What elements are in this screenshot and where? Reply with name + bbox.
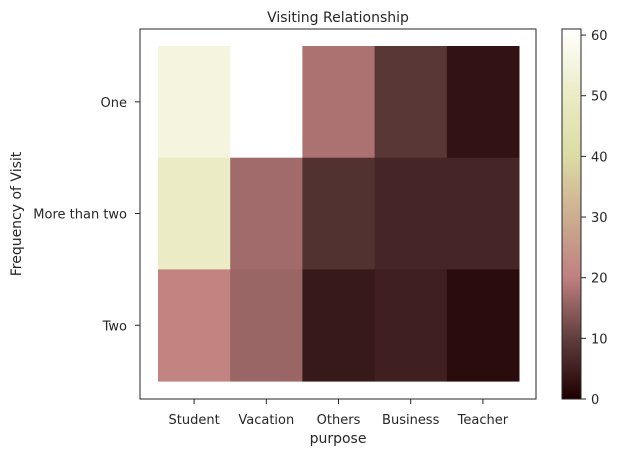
chart-title: Visiting Relationship xyxy=(267,10,409,26)
colorbar-ticks: 0 10 20 30 40 50 60 xyxy=(581,29,608,408)
heatmap-cell xyxy=(302,46,376,159)
heatmap-cell xyxy=(446,269,520,382)
heatmap-cell xyxy=(446,157,520,270)
heatmap-cell xyxy=(374,157,448,270)
heatmap-cell xyxy=(374,46,448,159)
colorbar-tick-label: 50 xyxy=(591,90,608,105)
y-axis-label: Frequency of Visit xyxy=(9,151,25,276)
x-tick-label: Teacher xyxy=(457,413,509,428)
y-tick-label: More than two xyxy=(33,208,127,223)
x-tick-label: Student xyxy=(169,413,220,428)
heatmap-cell xyxy=(158,269,231,382)
heatmap-cell xyxy=(230,46,303,159)
heatmap-cell xyxy=(446,46,520,159)
x-tick-label: Business xyxy=(382,413,440,428)
heatmap-cell xyxy=(302,269,376,382)
y-axis-ticks: One More than two Two xyxy=(33,96,140,334)
x-tick-label: Vacation xyxy=(238,413,294,428)
colorbar-tick-label: 40 xyxy=(591,150,608,165)
colorbar xyxy=(561,28,582,400)
heatmap-cell xyxy=(374,269,448,382)
colorbar-tick-label: 0 xyxy=(591,393,599,408)
heatmap-cell xyxy=(158,46,231,159)
heatmap-cell xyxy=(302,157,376,270)
heatmap-cell xyxy=(158,157,231,270)
x-tick-label: Others xyxy=(317,413,361,428)
colorbar-tick-label: 20 xyxy=(591,272,608,287)
heatmap-cell xyxy=(230,157,303,270)
colorbar-tick-label: 10 xyxy=(591,332,608,347)
colorbar-tick-label: 30 xyxy=(591,211,608,226)
colorbar-tick-label: 60 xyxy=(591,29,608,44)
heatmap-cell xyxy=(230,269,303,382)
x-axis-label: purpose xyxy=(310,431,367,447)
y-tick-label: One xyxy=(101,96,127,111)
heatmap-cells xyxy=(158,46,520,382)
x-axis-ticks: Student Vacation Others Business Teacher xyxy=(169,399,509,428)
y-tick-label: Two xyxy=(102,319,127,334)
